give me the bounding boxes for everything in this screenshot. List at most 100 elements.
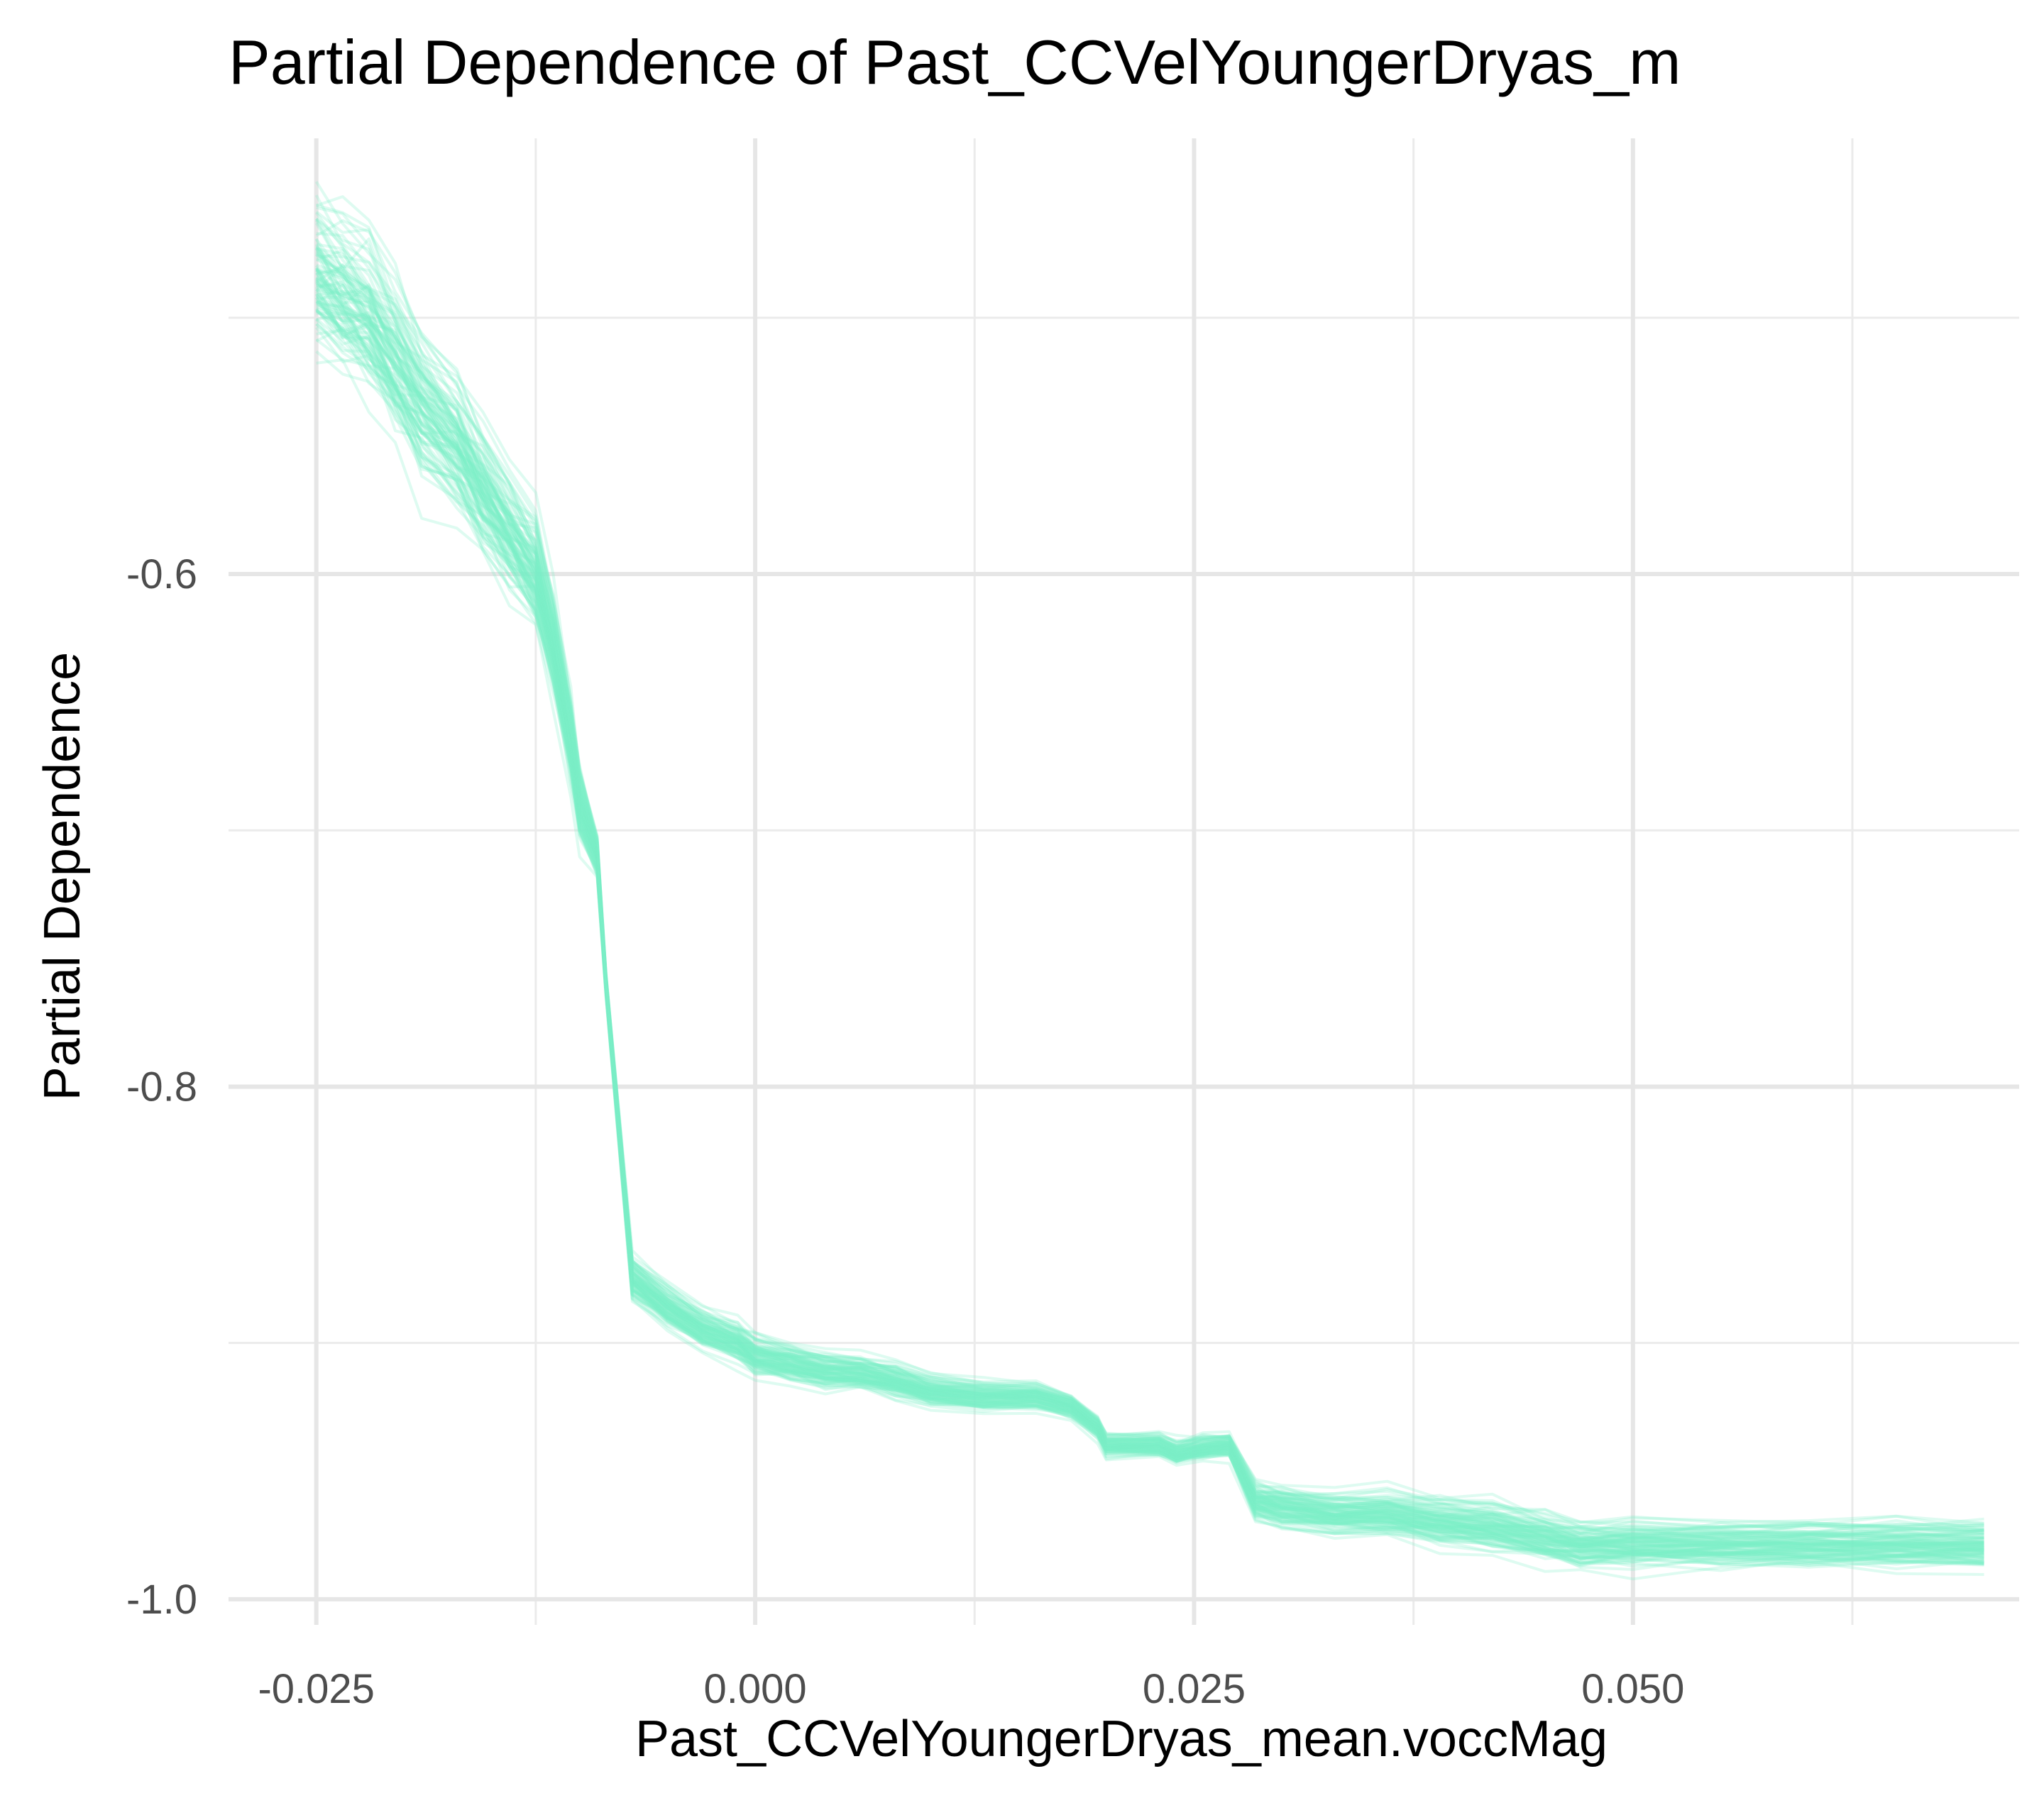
ice-curve (315, 280, 1984, 1559)
ice-curve (315, 268, 1984, 1557)
y-tick-label: -0.8 (126, 1064, 197, 1110)
ice-curve (314, 247, 1984, 1550)
ice-curve (315, 283, 1984, 1549)
ice-curve (314, 194, 1984, 1528)
ice-curve (315, 296, 1984, 1557)
chart-title: Partial Dependence of Past_CCVelYoungerD… (229, 27, 1681, 97)
ice-curve (314, 288, 1984, 1559)
ice-curve (315, 268, 1984, 1560)
ice-curve (314, 282, 1984, 1561)
y-axis-title: Partial Dependence (34, 652, 91, 1101)
minor-gridlines (229, 138, 2019, 1625)
ice-curve (315, 219, 1984, 1529)
ice-curve (315, 317, 1984, 1565)
ice-curve (315, 218, 1984, 1541)
ice-curve (314, 267, 1984, 1550)
y-axis-tick-labels: -0.6 -0.8 -1.0 (126, 551, 197, 1623)
ice-curve (316, 295, 1984, 1567)
major-gridlines (229, 138, 2019, 1625)
ice-curve (315, 307, 1984, 1565)
ice-curve (315, 245, 1984, 1550)
ice-curve (315, 277, 1984, 1555)
ice-curve (315, 282, 1984, 1557)
ice-curve (315, 246, 1984, 1536)
ice-curve (315, 309, 1984, 1568)
ice-curve (315, 323, 1984, 1572)
ice-curve (315, 326, 1984, 1571)
ice-curve (316, 329, 1984, 1566)
ice-curve (315, 298, 1984, 1563)
ice-curve (315, 275, 1984, 1556)
ice-curve (315, 277, 1984, 1565)
ice-curve (314, 269, 1984, 1555)
ice-curve (315, 250, 1984, 1544)
ice-curve (315, 309, 1984, 1557)
ice-curve (316, 263, 1984, 1550)
ice-curve (316, 311, 1984, 1559)
ice-curve (315, 263, 1984, 1554)
y-tick-label: -1.0 (126, 1577, 197, 1623)
ice-curves (314, 181, 1984, 1581)
ice-curve (314, 286, 1984, 1565)
ice-curve (315, 181, 1984, 1535)
x-axis-tick-labels: -0.025 0.000 0.025 0.050 (258, 1666, 1684, 1712)
ice-curve (315, 294, 1984, 1557)
ice-curve (315, 211, 1984, 1539)
ice-curve (315, 277, 1984, 1554)
ice-curve (315, 280, 1984, 1558)
ice-curve (315, 323, 1984, 1564)
ice-curve (314, 222, 1984, 1540)
ice-curve (316, 304, 1984, 1553)
ice-curve (315, 283, 1984, 1560)
ice-curve (316, 283, 1984, 1557)
ice-curve (315, 251, 1984, 1542)
ice-curve (315, 276, 1984, 1551)
ice-curve (315, 247, 1984, 1547)
ice-curve (314, 293, 1984, 1556)
ice-curve (316, 280, 1984, 1550)
ice-curve (316, 255, 1984, 1538)
ice-curve (315, 258, 1984, 1542)
ice-curve (314, 238, 1984, 1547)
ice-curve (315, 338, 1984, 1569)
x-tick-label: -0.025 (258, 1666, 374, 1712)
ice-curve (315, 253, 1984, 1550)
ice-curve (315, 271, 1984, 1549)
ice-curve (316, 231, 1984, 1543)
ice-curve (316, 247, 1984, 1540)
ice-curve (316, 300, 1984, 1561)
ice-curve (314, 219, 1984, 1535)
ice-curve (316, 268, 1984, 1552)
ice-curve (315, 272, 1984, 1549)
ice-curve (315, 265, 1984, 1563)
ice-curve (316, 267, 1984, 1549)
ice-curve (315, 290, 1984, 1560)
y-tick-label: -0.6 (126, 551, 197, 597)
ice-curve (315, 293, 1984, 1565)
ice-curve (314, 248, 1984, 1547)
x-tick-label: 0.000 (703, 1666, 806, 1712)
ice-curve (316, 289, 1984, 1551)
ice-curve (316, 299, 1984, 1565)
x-tick-label: 0.050 (1581, 1666, 1684, 1712)
ice-curve (314, 253, 1984, 1552)
ice-curve (315, 238, 1984, 1545)
ice-curve (315, 210, 1984, 1531)
ice-curve (315, 268, 1984, 1545)
ice-curve (315, 264, 1984, 1549)
ice-curve (315, 248, 1984, 1552)
x-tick-label: 0.025 (1143, 1666, 1246, 1712)
ice-curve (315, 217, 1984, 1545)
ice-curve (315, 308, 1984, 1566)
ice-curve (316, 249, 1984, 1548)
ice-curve (315, 309, 1984, 1559)
ice-curve (315, 310, 1984, 1557)
ice-curve (316, 358, 1984, 1581)
ice-curve (315, 326, 1984, 1562)
ice-curve (315, 217, 1984, 1534)
ice-curve (315, 279, 1984, 1557)
ice-curve (316, 312, 1984, 1556)
